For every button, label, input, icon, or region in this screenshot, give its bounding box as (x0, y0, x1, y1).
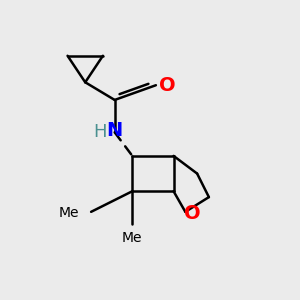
Text: Me: Me (59, 206, 79, 220)
Text: O: O (184, 204, 201, 223)
Text: Me: Me (122, 231, 142, 245)
Text: N: N (106, 122, 123, 140)
Text: O: O (159, 76, 176, 95)
Text: H: H (93, 123, 107, 141)
